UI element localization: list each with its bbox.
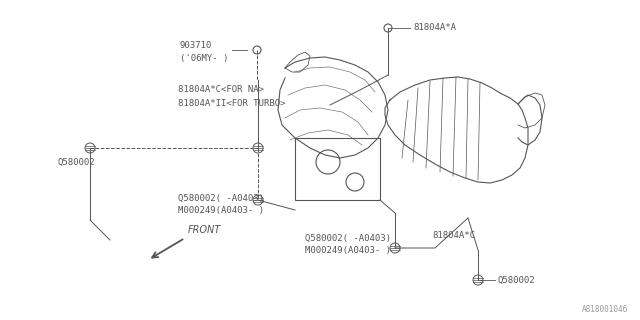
Text: A818001046: A818001046	[582, 305, 628, 314]
Text: 81804A*C<FOR NA>: 81804A*C<FOR NA>	[178, 85, 264, 94]
Text: FRONT: FRONT	[188, 225, 221, 235]
Text: 903710: 903710	[180, 41, 212, 50]
Text: 81804A*II<FOR TURBO>: 81804A*II<FOR TURBO>	[178, 99, 285, 108]
Text: Q580002: Q580002	[58, 157, 95, 166]
Text: 81804A*A: 81804A*A	[413, 23, 456, 33]
Text: ('06MY- ): ('06MY- )	[180, 53, 228, 62]
Text: Q580002( -A0403): Q580002( -A0403)	[178, 194, 264, 203]
Text: M000249(A0403- ): M000249(A0403- )	[305, 246, 391, 255]
Text: Q580002: Q580002	[498, 276, 536, 284]
Text: Q580002( -A0403): Q580002( -A0403)	[305, 234, 391, 243]
Text: M000249(A0403- ): M000249(A0403- )	[178, 206, 264, 215]
Text: 81804A*C: 81804A*C	[432, 230, 475, 239]
